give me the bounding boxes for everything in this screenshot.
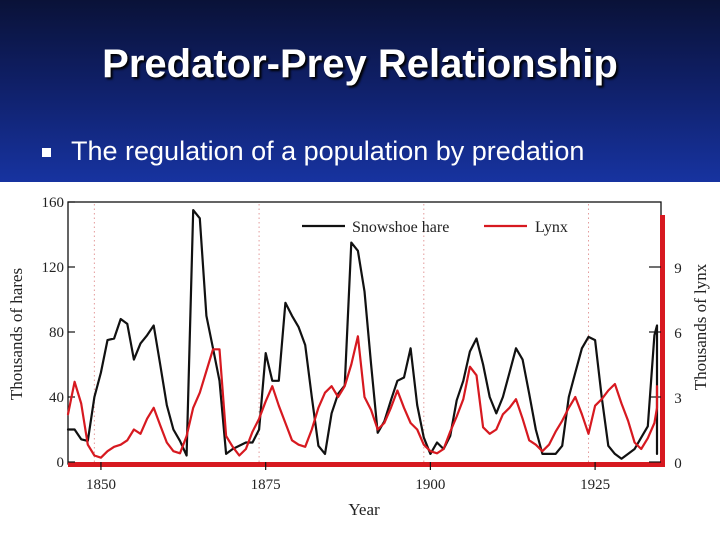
x-tick-label-1: 1875 [251, 477, 281, 493]
y-tick-label-right-1: 3 [674, 391, 682, 407]
y-tick-label-left-4: 160 [42, 195, 65, 211]
x-tick-label-0: 1850 [86, 477, 116, 493]
y-tick-label-left-3: 120 [42, 260, 65, 276]
legend-lynx-label: Lynx [535, 219, 568, 236]
legend-hare-label: Snowshoe hare [352, 219, 449, 236]
x-tick-label-2: 1900 [415, 477, 445, 493]
slide-title: Predator-Prey Relationship [102, 42, 618, 86]
x-axis-title: Year [348, 500, 380, 519]
y-tick-label-right-2: 6 [674, 326, 682, 342]
y-tick-label-left-1: 40 [49, 390, 64, 406]
plot-right-band [660, 215, 665, 467]
y-axis-title-left: Thousands of hares [7, 268, 26, 400]
y-tick-label-left-0: 0 [57, 455, 65, 471]
lynx-series-line [66, 335, 659, 459]
axis-layer: 0 40 80 120 160 0 3 6 9 1850 1875 1900 1925 [42, 195, 683, 493]
y-axis-title-right: Thousands of lynx [691, 263, 710, 390]
y-tick-label-left-2: 80 [49, 325, 64, 341]
x-tick-label-3: 1925 [580, 477, 610, 493]
bullet-square-icon [42, 148, 51, 157]
series-layer [66, 209, 659, 460]
plot-bottom-band [68, 462, 665, 467]
hare-series-line [66, 209, 659, 460]
population-chart: 0 40 80 120 160 0 3 6 9 1850 1875 1900 1925 Snowshoe… [0, 182, 720, 540]
bullet-row: The regulation of a population by predat… [42, 136, 584, 167]
bullet-text: The regulation of a population by predat… [71, 136, 585, 166]
legend: Snowshoe hare Lynx [302, 219, 568, 236]
slide-header [0, 0, 720, 182]
y-tick-label-right-3: 9 [674, 261, 682, 277]
y-tick-label-right-0: 0 [674, 456, 682, 472]
